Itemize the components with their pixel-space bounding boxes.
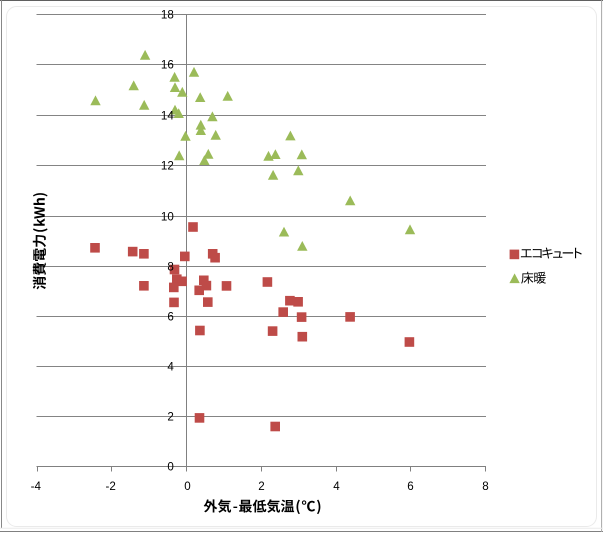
svg-text:14: 14 [161,110,174,123]
svg-text:16: 16 [161,59,174,72]
svg-text:8: 8 [167,261,173,274]
svg-text:-4: -4 [31,480,42,493]
svg-text:0: 0 [167,461,173,474]
svg-text:18: 18 [161,9,174,22]
svg-text:12: 12 [161,160,174,173]
svg-text:2: 2 [167,411,173,424]
svg-text:4: 4 [167,361,174,374]
svg-text:4: 4 [333,480,340,493]
svg-text:-2: -2 [106,480,116,493]
svg-text:10: 10 [161,211,174,224]
svg-text:6: 6 [407,480,413,493]
svg-text:6: 6 [167,311,173,324]
svg-text:8: 8 [482,480,488,493]
svg-text:2: 2 [258,480,264,493]
svg-text:0: 0 [184,480,190,493]
